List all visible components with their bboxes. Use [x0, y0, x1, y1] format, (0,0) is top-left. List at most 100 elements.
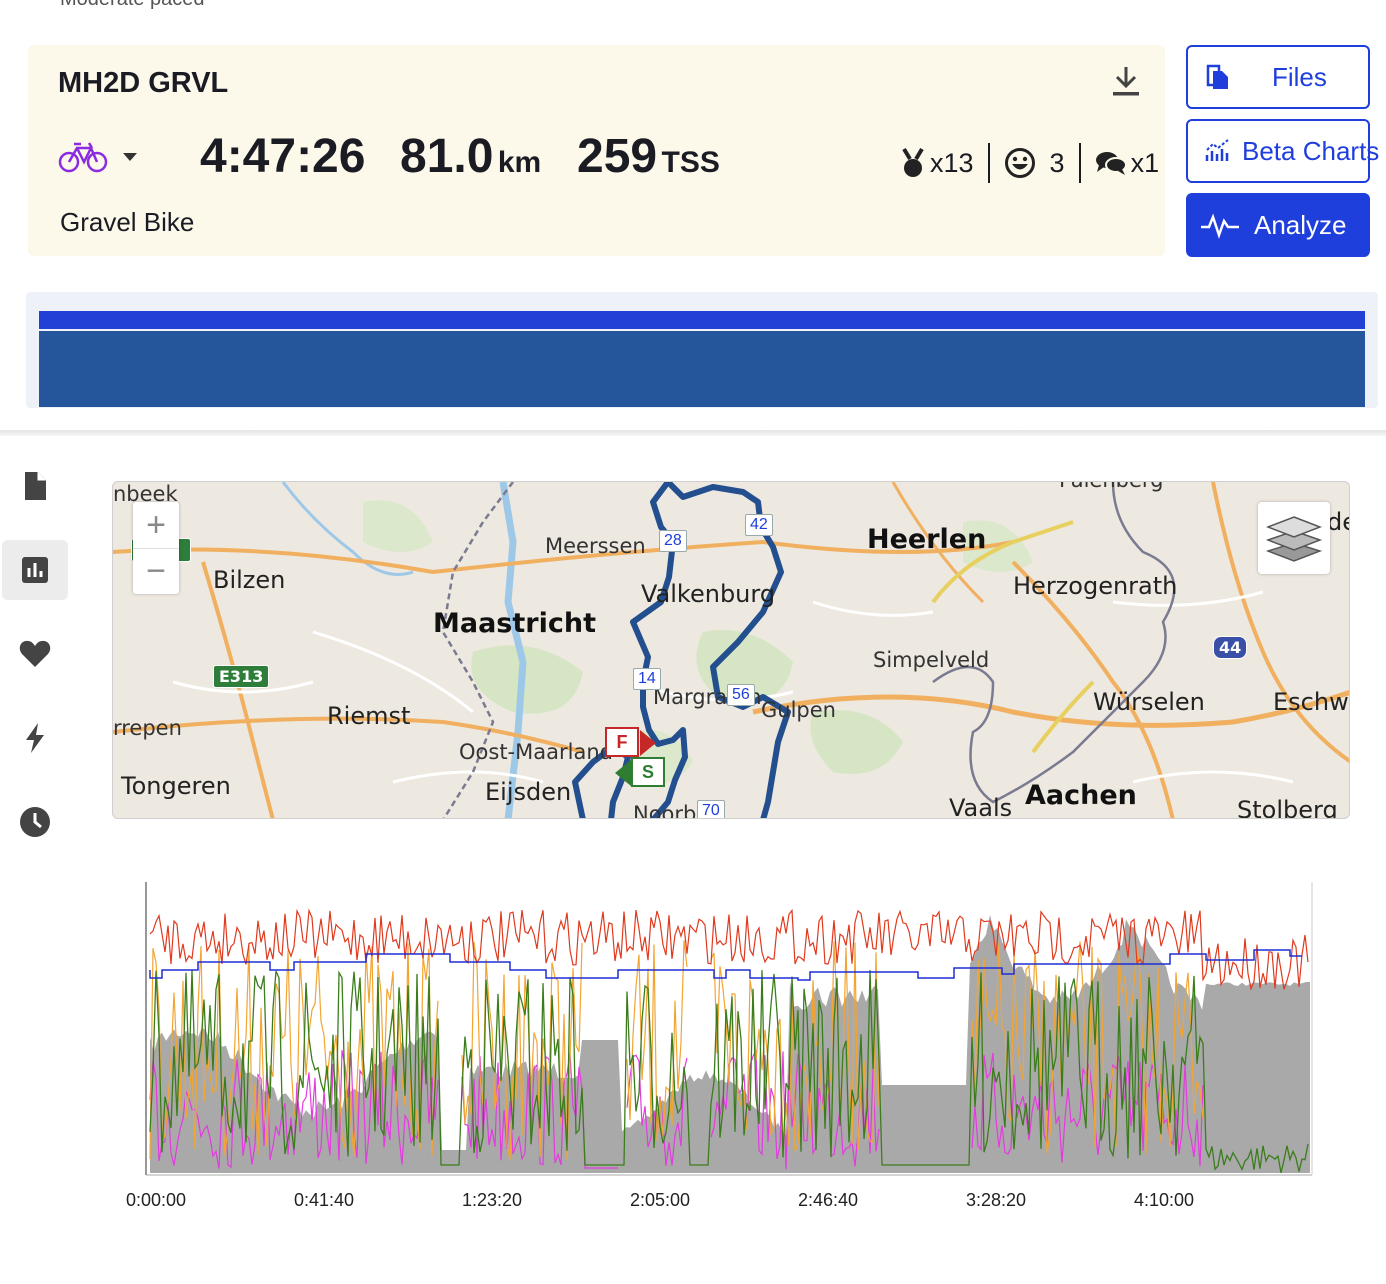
map-label-simpelveld: Simpelveld [873, 648, 990, 672]
road-shield-e313: E313 [213, 665, 270, 688]
x-tick-label: 4:10:00 [1133, 1190, 1195, 1210]
sidebar-item-heart[interactable] [2, 624, 68, 684]
chart-icon [22, 557, 48, 583]
speed-series-line [149, 949, 1302, 981]
files-label: Files [1272, 61, 1327, 92]
bike-icon[interactable] [58, 140, 108, 174]
map-label-bilzen: Bilzen [213, 566, 286, 594]
chart-plot [145, 882, 1313, 1176]
activity-badges: x13 3 x1 [900, 143, 1159, 183]
map-label-wurselen: Würselen [1093, 688, 1205, 716]
x-tick-label: 2:46:40 [797, 1190, 859, 1210]
smile-icon [1004, 148, 1035, 178]
map-label-heerlen: Heerlen [867, 524, 987, 555]
tss-value: 259 [577, 130, 658, 183]
finish-flag-tip [640, 730, 656, 756]
route-map[interactable]: nbeek Meerssen Heerlen Bilzen Valkenburg… [112, 481, 1350, 819]
medals-badge[interactable]: x13 [900, 147, 974, 179]
route-node-70[interactable]: 70 [697, 800, 725, 818]
sidebar-item-charts[interactable] [2, 540, 68, 600]
comments-count: x1 [1130, 147, 1160, 178]
sidebar-item-time[interactable] [2, 792, 68, 852]
layers-button[interactable] [1258, 502, 1330, 574]
layers-icon [1266, 516, 1322, 562]
map-label-eijsden: Eijsden [485, 778, 572, 806]
distance-stat: 81.0 km [400, 129, 541, 184]
map-label-riemst: Riemst [327, 702, 411, 730]
map-label-vaals: Vaals [949, 794, 1013, 819]
duration-value: 4:47:26 [200, 130, 366, 183]
route-node-56[interactable]: 56 [727, 684, 755, 706]
x-tick-label: 1:23:20 [461, 1190, 523, 1210]
files-icon [1206, 64, 1228, 89]
map-label-noorbeek: Noorb [633, 802, 697, 819]
x-tick-label: 3:28:20 [965, 1190, 1027, 1210]
map-label-tongeren: Tongeren [121, 772, 231, 800]
start-flag-tip [615, 760, 631, 786]
badge-divider [987, 143, 990, 183]
activity-type: Gravel Bike [60, 207, 195, 237]
map-label-maastricht: Maastricht [433, 608, 596, 639]
route-node-14[interactable]: 14 [633, 668, 661, 690]
analyze-button[interactable]: Analyze [1186, 193, 1370, 257]
x-tick-label: 0:00:00 [125, 1190, 187, 1210]
badge-divider [1078, 143, 1081, 183]
comments-badge[interactable]: x1 [1095, 147, 1160, 179]
beta-chart-icon [1205, 139, 1229, 161]
kudos-count: 3 [1049, 147, 1065, 178]
download-icon[interactable] [1110, 65, 1142, 99]
bolt-icon [26, 723, 44, 753]
map-label-eschweiler: Eschw [1273, 688, 1349, 716]
zoom-control: + − [133, 502, 179, 594]
medal-icon [902, 147, 924, 177]
route-node-42[interactable]: 42 [745, 514, 773, 536]
duration-stat: 4:47:26 [200, 129, 365, 184]
heart-rate-series-line [149, 908, 1309, 991]
map-label-edge: de [1327, 508, 1349, 536]
map-label-palenberg: Palenberg [1059, 482, 1164, 492]
files-button[interactable]: Files [1186, 45, 1370, 109]
map-label-meerssen: Meerssen [545, 534, 646, 558]
clock-icon [20, 807, 50, 837]
lap-bar[interactable] [39, 311, 1365, 329]
map-label-gulpen: Gulpen [761, 698, 836, 722]
distance-unit: km [497, 146, 542, 179]
zones-bar[interactable] [39, 331, 1365, 407]
heart-icon [19, 640, 51, 667]
road-shield-44: 44 [1213, 636, 1248, 659]
x-tick-label: 0:41:40 [293, 1190, 355, 1210]
kudos-badge[interactable]: 3 [1004, 147, 1065, 179]
activity-title: MH2D GRVL [58, 67, 229, 99]
map-base-layer [113, 482, 1349, 818]
sidebar-item-summary[interactable] [2, 456, 68, 516]
distance-value: 81.0 [400, 130, 494, 183]
tss-stat: 259 TSS [577, 129, 720, 184]
pulse-icon [1201, 213, 1239, 239]
zoom-in-button[interactable]: + [146, 505, 166, 544]
finish-flag[interactable]: F [605, 727, 639, 757]
analyze-label: Analyze [1254, 209, 1347, 240]
x-tick-label: 2:05:00 [629, 1190, 691, 1210]
zoom-out-button[interactable]: − [133, 548, 179, 594]
map-label-oost-maarland: Oost-Maarland [459, 740, 613, 764]
comments-icon [1095, 152, 1127, 175]
cadence-series-line [149, 969, 1309, 1174]
map-label-stolberg: Stolberg [1237, 796, 1338, 819]
map-label-lerepen: rrepen [113, 716, 182, 740]
map-label-aachen: Aachen [1025, 780, 1137, 811]
route-node-28[interactable]: 28 [659, 530, 687, 552]
start-flag[interactable]: S [631, 757, 665, 787]
beta-charts-button[interactable]: Beta Charts [1186, 119, 1379, 183]
sidebar-item-power[interactable] [2, 708, 68, 768]
activity-summary-card: MH2D GRVL 4:47:26 81.0 km 259 TSS Gravel… [28, 45, 1165, 256]
map-label-herzogenrath: Herzogenrath [1013, 572, 1178, 600]
tss-unit: TSS [661, 146, 720, 179]
file-icon [25, 472, 46, 500]
previous-section-text: Moderate paced [60, 0, 205, 11]
chevron-down-icon[interactable] [121, 150, 139, 164]
activity-chart[interactable]: 0:00:00 0:41:40 1:23:20 2:05:00 2:46:40 … [0, 870, 1386, 1230]
section-divider [0, 430, 1386, 436]
map-label-valkenburg: Valkenburg [641, 580, 776, 608]
beta-charts-label: Beta Charts [1242, 135, 1380, 166]
medals-count: x13 [930, 147, 974, 178]
